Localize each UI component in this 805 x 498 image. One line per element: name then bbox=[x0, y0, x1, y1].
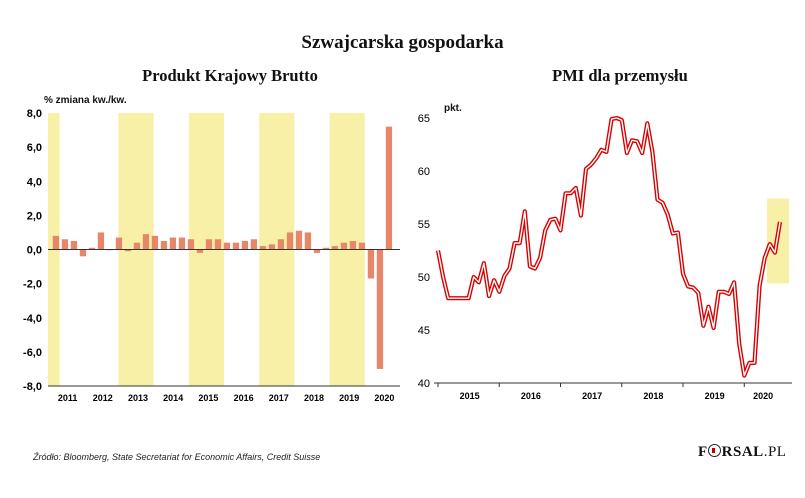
gdp-bar bbox=[196, 249, 204, 253]
gdp-bar bbox=[304, 232, 312, 250]
gdp-bar bbox=[124, 249, 132, 252]
gdp-bar bbox=[277, 239, 285, 250]
gdp-bar bbox=[241, 240, 249, 250]
pmi-x-tick-label: 2017 bbox=[582, 391, 602, 401]
pmi-series-line bbox=[435, 115, 783, 378]
gdp-bar bbox=[376, 249, 384, 369]
gdp-chart-title: Produkt Krajowy Brutto bbox=[142, 66, 318, 85]
pmi-y-tick-label: 55 bbox=[418, 219, 430, 231]
pmi-x-tick-label: 2019 bbox=[705, 391, 725, 401]
pmi-y-tick-label: 40 bbox=[418, 378, 430, 390]
gdp-x-tick-label: 2020 bbox=[374, 393, 394, 403]
pmi-y-axis-label: pkt. bbox=[444, 103, 462, 114]
pmi-y-tick-label: 65 bbox=[418, 113, 430, 125]
pmi-y-tick-label: 50 bbox=[418, 272, 430, 284]
gdp-y-tick-label: 2,0 bbox=[27, 210, 42, 222]
gdp-bar bbox=[322, 247, 330, 250]
gdp-y-axis-label: % zmiana kw./kw. bbox=[44, 95, 127, 106]
logo-o-icon bbox=[708, 444, 722, 457]
gdp-x-tick-label: 2014 bbox=[163, 393, 183, 403]
pmi-x-tick-label: 2018 bbox=[643, 391, 663, 401]
gdp-bar bbox=[340, 242, 348, 250]
gdp-y-tick-label: -6,0 bbox=[23, 347, 42, 359]
gdp-bar bbox=[331, 246, 339, 250]
gdp-y-tick-label: -8,0 bbox=[23, 381, 42, 393]
gdp-bar bbox=[313, 249, 321, 253]
gdp-x-tick-label: 2017 bbox=[269, 393, 289, 403]
gdp-y-tick-label: -2,0 bbox=[23, 279, 42, 291]
gdp-bar bbox=[259, 246, 267, 250]
pmi-y-tick-label: 60 bbox=[418, 166, 430, 178]
gdp-bar bbox=[232, 242, 240, 250]
gdp-x-tick-label: 2018 bbox=[304, 393, 324, 403]
pmi-y-tick-label: 45 bbox=[418, 325, 430, 337]
gdp-bar bbox=[385, 126, 393, 250]
gdp-x-tick-label: 2013 bbox=[128, 393, 148, 403]
gdp-bar bbox=[367, 249, 375, 279]
gdp-bar bbox=[268, 244, 276, 250]
gdp-bar bbox=[286, 232, 294, 250]
gdp-bar bbox=[142, 234, 150, 250]
gdp-bar bbox=[223, 242, 231, 250]
gdp-bar bbox=[178, 237, 186, 250]
gdp-bar bbox=[70, 240, 78, 250]
main-title: Szwajcarska gospodarka bbox=[301, 32, 504, 53]
gdp-bar bbox=[160, 240, 168, 250]
gdp-bar bbox=[214, 239, 222, 250]
gdp-x-tick-label: 2015 bbox=[198, 393, 218, 403]
pmi-x-tick-label: 2015 bbox=[460, 391, 480, 401]
gdp-bar bbox=[97, 232, 105, 250]
gdp-bar bbox=[349, 240, 357, 250]
forsal-logo: F RSAL.PL bbox=[698, 444, 787, 460]
gdp-bar bbox=[115, 237, 123, 250]
gdp-bar bbox=[250, 239, 258, 250]
gdp-bar bbox=[187, 239, 195, 250]
gdp-bar bbox=[169, 237, 177, 250]
gdp-y-tick-label: 8,0 bbox=[27, 108, 42, 120]
gdp-y-tick-label: 4,0 bbox=[27, 176, 42, 188]
gdp-y-tick-label: 6,0 bbox=[27, 142, 42, 154]
gdp-bar bbox=[88, 247, 96, 250]
gdp-x-tick-label: 2016 bbox=[234, 393, 254, 403]
pmi-series-line-inner bbox=[437, 117, 781, 377]
gdp-bar bbox=[151, 235, 159, 250]
gdp-x-tick-label: 2012 bbox=[93, 393, 113, 403]
gdp-bar bbox=[295, 230, 303, 250]
gdp-bar bbox=[52, 235, 60, 250]
source-note: Źródło: Bloomberg, State Secretariat for… bbox=[33, 452, 321, 462]
gdp-x-tick-label: 2011 bbox=[58, 393, 78, 403]
gdp-bar bbox=[79, 249, 87, 257]
pmi-x-tick-label: 2016 bbox=[521, 391, 541, 401]
gdp-bar bbox=[205, 239, 213, 250]
gdp-bar bbox=[61, 239, 69, 250]
pmi-chart-title: PMI dla przemysłu bbox=[552, 66, 688, 85]
gdp-y-tick-label: -4,0 bbox=[23, 313, 42, 325]
gdp-bar bbox=[358, 242, 366, 250]
pmi-x-tick-label: 2020 bbox=[753, 391, 773, 401]
gdp-x-tick-label: 2019 bbox=[339, 393, 359, 403]
gdp-bar bbox=[133, 242, 141, 250]
gdp-y-tick-label: 0,0 bbox=[27, 245, 42, 257]
